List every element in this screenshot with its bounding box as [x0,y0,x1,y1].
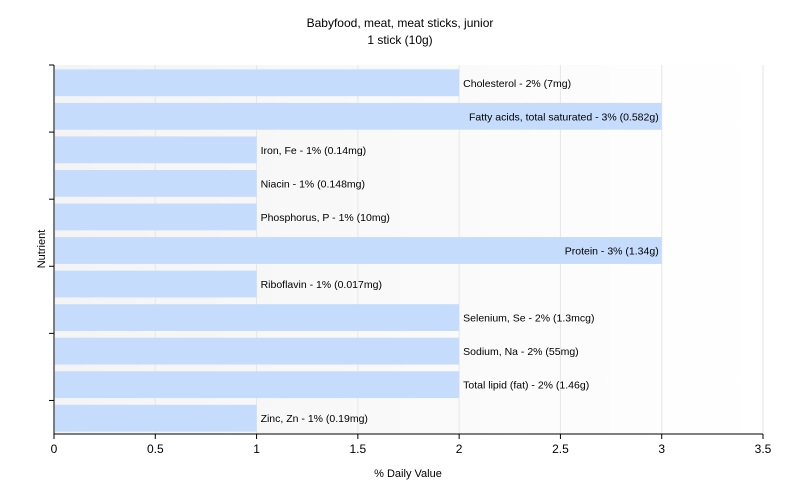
bar-label: Selenium, Se - 2% (1.3mcg) [463,313,594,325]
bar [55,69,460,97]
bar [55,270,257,298]
x-tick-label: 3.5 [755,442,772,456]
bar-label: Total lipid (fat) - 2% (1.46g) [463,380,589,392]
x-tick-label: 1 [253,442,260,456]
bar [55,203,257,231]
x-axis-label: % Daily Value [374,468,442,480]
bar-label: Zinc, Zn - 1% (0.19mg) [261,413,368,425]
bar [55,136,257,164]
bar [55,169,257,197]
bar-label: Niacin - 1% (0.148mg) [261,178,365,190]
x-tick-label: 2.5 [552,442,569,456]
chart-subtitle: 1 stick (10g) [367,33,433,47]
bar-label: Phosphorus, P - 1% (10mg) [261,212,390,224]
bar-label: Sodium, Na - 2% (55mg) [463,346,579,358]
axes-group: 0 0.5 1 1.5 2 2.5 3 3.5 [49,64,772,456]
bar [55,237,662,264]
x-tick-label: 0 [51,442,58,456]
y-axis-label: Nutrient [36,230,48,269]
x-tick-label: 0.5 [147,442,164,456]
bar-label: Iron, Fe - 1% (0.14mg) [261,145,367,157]
x-tick-label: 1.5 [350,442,367,456]
bar-label: Protein - 3% (1.34g) [565,246,659,258]
bar [55,304,460,332]
bar-label: Riboflavin - 1% (0.017mg) [261,279,382,291]
bars-group: Cholesterol - 2% (7mg) Fatty acids, total… [55,69,662,432]
bar [55,337,460,365]
bar [55,102,662,130]
bar-label: Fatty acids, total saturated - 3% (0.582… [469,111,659,123]
x-tick-label: 2 [456,442,463,456]
bar [55,371,460,399]
bar-label: Cholesterol - 2% (7mg) [463,78,571,90]
chart-title: Babyfood, meat, meat sticks, junior [306,16,494,30]
x-tick-label: 3 [658,442,665,456]
bar [55,404,257,432]
